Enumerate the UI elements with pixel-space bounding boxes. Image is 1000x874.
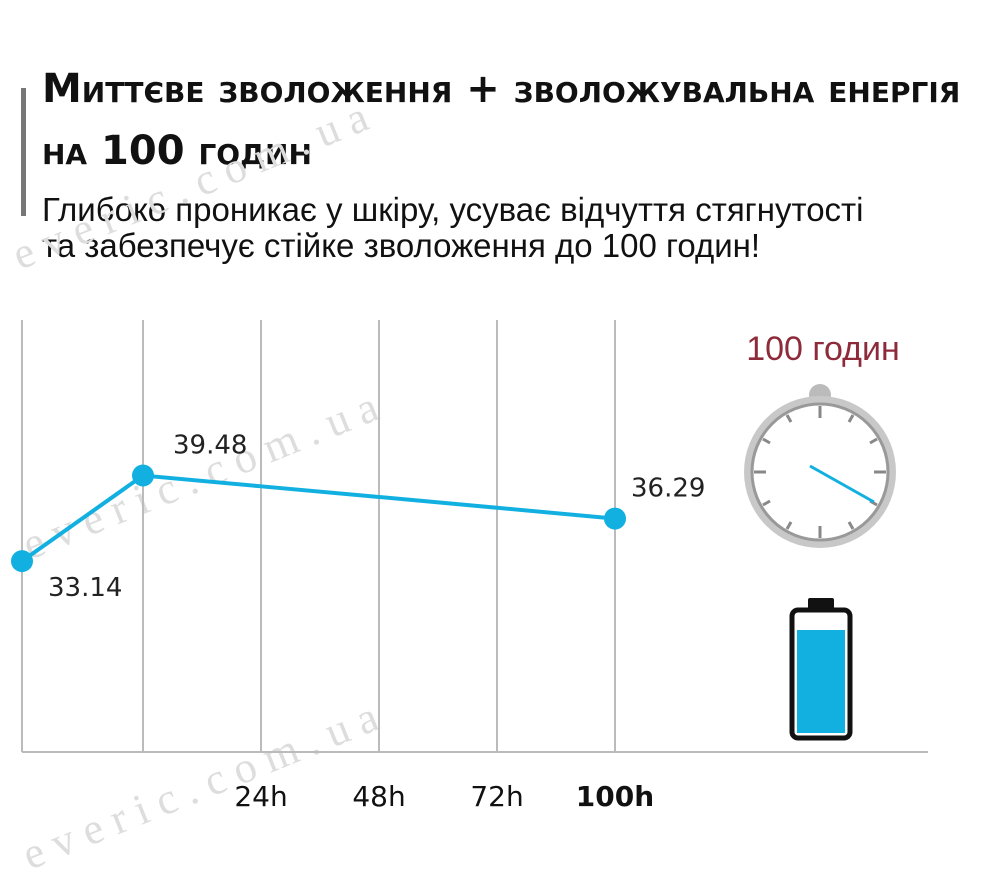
accent-bar (21, 88, 26, 216)
watermark: e v e r i c . c o m . u a (15, 692, 385, 874)
battery-icon (789, 598, 853, 741)
badge: 100 годин (746, 330, 900, 368)
data-label: 39.48 (173, 431, 247, 461)
point (604, 507, 626, 530)
data-label: 36.29 (631, 474, 705, 504)
title: Миттєве зволоження + зволожувальна енерг… (42, 66, 961, 174)
x-tick-label: 24h (234, 780, 287, 813)
line (20, 473, 616, 563)
data-label: 33.14 (48, 573, 122, 603)
x-tick-label: 100h (576, 780, 654, 813)
x-tick-label: 72h (470, 780, 523, 813)
clock-icon (744, 384, 896, 548)
x-tick-label: 48h (352, 780, 405, 813)
watermark: e v e r i c . c o m . u a (15, 382, 385, 569)
point (11, 550, 33, 573)
watermark: e v e r i c . c o m . u a (5, 92, 375, 279)
subtitle: Глибоко проникає у шкіру, усуває відчутт… (42, 191, 864, 264)
watermarks: e v e r i c . c o m . u a e v e r i c . … (5, 92, 385, 874)
point (132, 464, 154, 487)
